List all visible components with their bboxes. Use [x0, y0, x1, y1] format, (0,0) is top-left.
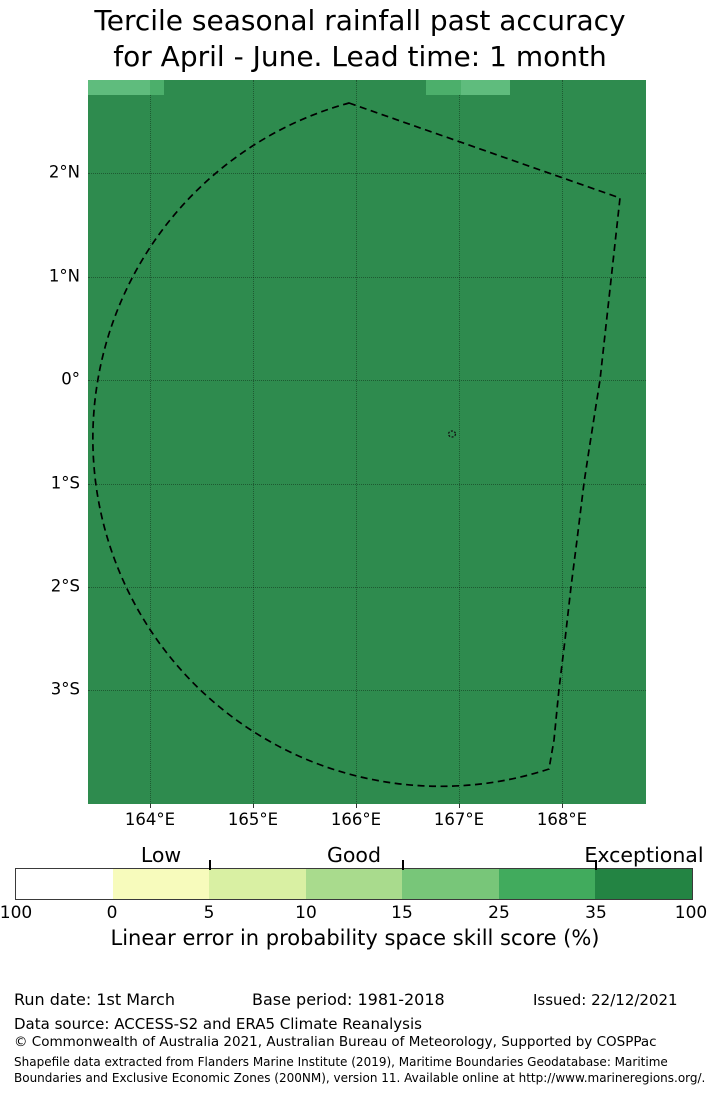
chart-title-line2: for April - June. Lead time: 1 month [113, 39, 607, 73]
gridline-horizontal [88, 690, 646, 691]
axis-tick [253, 804, 254, 808]
colorbar-tick-text: 100 [0, 903, 33, 923]
colorbar-segment [595, 869, 693, 899]
map-canvas [88, 80, 646, 804]
colorbar-segment [16, 869, 113, 899]
lon-tick-text: 164°E [124, 810, 176, 829]
skill-cell [461, 80, 510, 95]
colorbar-segment [402, 869, 499, 899]
colorbar-tick-text: 100 [674, 903, 708, 923]
gridline-horizontal [88, 380, 646, 381]
issued-date-text: Issued: 22/12/2021 [533, 991, 678, 1009]
axis-tick [459, 804, 460, 808]
colorbar-segment [209, 869, 306, 899]
colorbar-tick-text: 10 [295, 903, 317, 923]
colorbar-tick-text: 5 [203, 903, 215, 923]
gridline-vertical [356, 80, 357, 804]
chart-title-line1: Tercile seasonal rainfall past accuracy [94, 4, 626, 37]
axis-tick [150, 804, 151, 808]
gridline-vertical [253, 80, 254, 804]
colorbar-class-text: Low [140, 843, 182, 867]
gridline-vertical [150, 80, 151, 804]
shapefile-line2: Boundaries and Exclusive Economic Zones … [14, 1070, 706, 1085]
run-date-text: Run date: 1st March [14, 990, 175, 1009]
colorbar [15, 868, 693, 900]
colorbar-class-text: Exceptional [584, 843, 704, 867]
axis-tick [356, 804, 357, 808]
chart-title: Tercile seasonal rainfall past accuracy … [0, 3, 720, 75]
lat-tick-label: 2°S [50, 576, 80, 596]
copyright-text: © Commonwealth of Australia 2021, Austra… [14, 1034, 657, 1050]
colorbar-segment [112, 869, 210, 899]
lon-tick-text: 168°E [536, 810, 588, 829]
lon-tick-text: 165°E [227, 810, 279, 829]
eez-boundary [92, 102, 621, 788]
lat-tick-label: 1°S [50, 473, 80, 493]
base-period-text: Base period: 1981-2018 [252, 990, 445, 1009]
lat-tick-label: 2°N [48, 162, 80, 182]
gridline-horizontal [88, 587, 646, 588]
gridline-vertical [562, 80, 563, 804]
colorbar-axis-label: Linear error in probability space skill … [110, 926, 600, 950]
colorbar-tick [209, 860, 211, 870]
skill-cell [150, 80, 164, 95]
lat-tick-label: 1°N [48, 266, 80, 286]
colorbar-tick-text: 25 [488, 903, 510, 923]
axis-tick [562, 804, 563, 808]
colorbar-segment [498, 869, 596, 899]
colorbar-tick-text: 15 [391, 903, 413, 923]
lon-tick-text: 167°E [433, 810, 485, 829]
eez-svg [92, 102, 621, 788]
colorbar-class-text: Good [327, 843, 381, 867]
skill-cell [426, 80, 461, 95]
colorbar-tick [595, 860, 597, 870]
colorbar-tick-text: 0 [106, 903, 118, 923]
gridline-horizontal [88, 277, 646, 278]
colorbar-segment [305, 869, 403, 899]
lat-tick-label: 3°S [50, 679, 80, 699]
data-source-text: Data source: ACCESS-S2 and ERA5 Climate … [14, 1015, 422, 1033]
gridline-vertical [459, 80, 460, 804]
colorbar-tick [402, 860, 404, 870]
gridline-horizontal [88, 484, 646, 485]
lon-tick-text: 166°E [330, 810, 382, 829]
shapefile-line1: Shapefile data extracted from Flanders M… [14, 1055, 668, 1069]
skill-cell [88, 80, 150, 95]
colorbar-tick-text: 35 [585, 903, 607, 923]
shapefile-attribution-text: Shapefile data extracted from Flanders M… [14, 1055, 714, 1086]
gridline-horizontal [88, 173, 646, 174]
nauru-island [447, 430, 457, 438]
lat-tick-label: 0° [61, 369, 80, 389]
